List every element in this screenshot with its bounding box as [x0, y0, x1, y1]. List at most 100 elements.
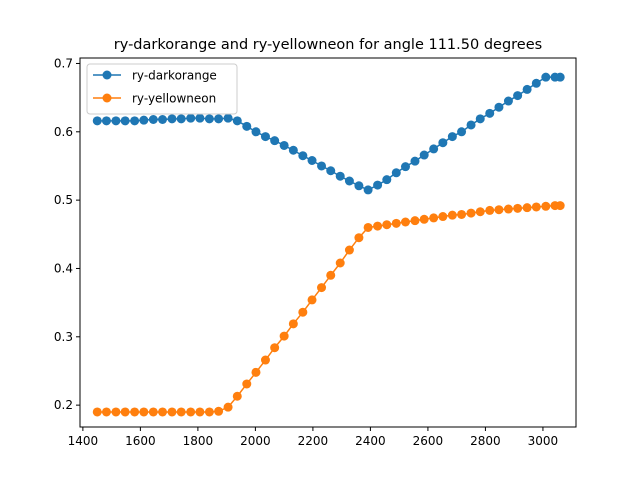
data-point-yellowneon	[485, 205, 495, 215]
data-point-yellowneon	[92, 407, 102, 417]
data-point-darkorange	[195, 113, 205, 123]
data-point-darkorange	[139, 115, 149, 125]
data-point-yellowneon	[457, 209, 467, 219]
data-point-yellowneon	[223, 402, 233, 412]
data-point-darkorange	[354, 181, 364, 191]
legend-box	[86, 63, 238, 115]
data-point-darkorange	[475, 114, 485, 124]
data-point-darkorange	[457, 127, 467, 137]
data-point-darkorange	[223, 113, 233, 123]
data-point-yellowneon	[531, 202, 541, 212]
data-point-yellowneon	[139, 407, 149, 417]
data-point-darkorange	[251, 127, 261, 137]
data-point-darkorange	[232, 116, 242, 126]
x-tick-label: 1800	[183, 434, 214, 448]
data-point-yellowneon	[391, 218, 401, 228]
y-tick-label: 0.5	[54, 193, 73, 207]
data-point-darkorange	[101, 116, 111, 126]
data-point-darkorange	[447, 132, 457, 142]
data-point-darkorange	[298, 151, 308, 161]
axes-frame	[79, 57, 577, 428]
data-point-darkorange	[555, 72, 565, 82]
data-point-yellowneon	[354, 233, 364, 243]
data-point-yellowneon	[260, 355, 270, 365]
data-point-yellowneon	[438, 212, 448, 222]
x-tick-label: 2200	[298, 434, 329, 448]
data-point-darkorange	[270, 136, 280, 146]
data-point-darkorange	[531, 78, 541, 88]
data-point-darkorange	[410, 156, 420, 166]
data-point-darkorange	[513, 91, 523, 101]
data-point-darkorange	[307, 156, 317, 165]
data-point-darkorange	[466, 120, 476, 130]
data-point-yellowneon	[298, 307, 308, 317]
data-point-yellowneon	[167, 407, 177, 417]
y-axis: 0.2 0.3 0.4 0.5 0.6 0.7	[54, 56, 80, 412]
y-tick-label: 0.4	[54, 261, 73, 275]
legend-marker-darkorange	[102, 70, 112, 80]
y-tick-label: 0.3	[54, 330, 73, 344]
data-point-darkorange	[335, 171, 345, 181]
data-point-yellowneon	[419, 214, 429, 224]
data-point-yellowneon	[344, 245, 354, 255]
data-point-yellowneon	[176, 407, 186, 417]
data-point-darkorange	[92, 116, 102, 126]
data-point-yellowneon	[148, 407, 158, 417]
data-point-darkorange	[130, 116, 140, 126]
data-point-darkorange	[438, 138, 448, 148]
data-point-yellowneon	[204, 407, 214, 417]
data-point-yellowneon	[158, 407, 168, 417]
legend: ry-darkorange ry-yellowneon	[86, 63, 238, 115]
data-point-yellowneon	[326, 270, 336, 280]
data-point-darkorange	[363, 185, 373, 195]
data-point-yellowneon	[270, 343, 280, 353]
series-line-yellowneon	[97, 204, 561, 413]
y-tick-label: 0.2	[54, 398, 73, 412]
legend-label-darkorange: ry-darkorange	[132, 69, 217, 83]
data-point-darkorange	[419, 150, 429, 160]
x-tick-label: 3000	[528, 434, 559, 448]
legend-label-yellowneon: ry-yellowneon	[132, 92, 216, 106]
data-point-yellowneon	[522, 203, 532, 213]
x-axis: 1400 1600 1800 2000 2200 2400 2600 2800 3000	[68, 427, 559, 448]
y-tick-label: 0.7	[54, 56, 73, 70]
data-point-darkorange	[120, 116, 130, 126]
data-point-yellowneon	[429, 213, 439, 223]
data-point-yellowneon	[120, 407, 130, 417]
data-point-yellowneon	[363, 222, 373, 232]
data-point-yellowneon	[503, 204, 513, 214]
legend-marker-yellowneon	[102, 93, 112, 103]
data-point-darkorange	[541, 72, 551, 82]
data-point-yellowneon	[232, 391, 242, 401]
data-point-yellowneon	[307, 295, 317, 305]
data-point-darkorange	[326, 166, 336, 176]
data-point-yellowneon	[186, 407, 196, 417]
data-point-yellowneon	[541, 201, 551, 211]
data-point-darkorange	[288, 145, 298, 155]
data-point-darkorange	[317, 161, 327, 171]
data-point-yellowneon	[288, 319, 298, 329]
data-point-darkorange	[400, 162, 410, 172]
x-tick-label: 2800	[470, 434, 501, 448]
data-point-darkorange	[186, 113, 196, 123]
data-point-darkorange	[503, 96, 513, 106]
data-point-darkorange	[111, 116, 121, 126]
data-point-yellowneon	[447, 210, 457, 220]
data-point-darkorange	[494, 102, 504, 112]
data-point-yellowneon	[130, 407, 140, 417]
data-point-darkorange	[148, 115, 158, 124]
data-point-yellowneon	[494, 205, 504, 215]
data-point-yellowneon	[373, 221, 383, 231]
data-point-darkorange	[382, 175, 392, 185]
data-point-darkorange	[279, 140, 289, 150]
data-point-darkorange	[214, 114, 224, 124]
data-point-darkorange	[485, 108, 495, 118]
data-point-darkorange	[158, 115, 168, 124]
data-point-yellowneon	[195, 407, 205, 417]
data-point-darkorange	[344, 176, 354, 186]
data-point-yellowneon	[382, 220, 392, 230]
data-point-yellowneon	[555, 201, 565, 211]
data-point-yellowneon	[400, 217, 410, 227]
data-point-darkorange	[167, 114, 177, 124]
